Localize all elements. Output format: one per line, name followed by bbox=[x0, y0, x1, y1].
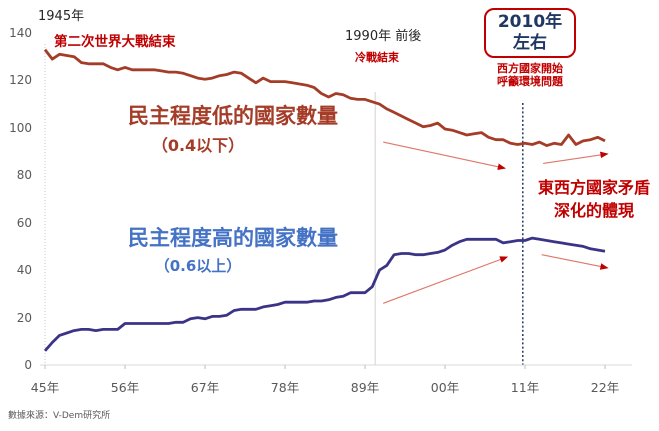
y-tick-label: 120 bbox=[9, 73, 32, 88]
annotation-1945: 1945年 bbox=[38, 9, 85, 24]
low-democracy-series-threshold: （0.4以下） bbox=[151, 136, 245, 155]
y-tick-label: 0 bbox=[24, 358, 32, 372]
x-tick-label: 78年 bbox=[270, 380, 300, 395]
annotation-2010-box: 2010年 左右 bbox=[484, 8, 576, 59]
y-tick-label: 60 bbox=[16, 215, 32, 230]
y-tick-label: 80 bbox=[16, 168, 32, 183]
y-tick-label: 20 bbox=[16, 310, 32, 325]
trend-arrows bbox=[383, 141, 609, 304]
y-tick-label: 40 bbox=[16, 263, 32, 278]
high-democracy-series-threshold: （0.6以上） bbox=[154, 257, 242, 275]
y-tick-label: 100 bbox=[9, 120, 32, 135]
annotation-west-environment-line1: 西方國家開始 bbox=[497, 62, 563, 75]
annotation-ww2-end: 第二次世界大戰結束 bbox=[54, 34, 176, 50]
annotation-2010-line2: 左右 bbox=[513, 32, 547, 53]
red-post2010-trend-arrow bbox=[543, 151, 609, 164]
annotation-west-environment: 西方國家開始 呼籲環境問題 bbox=[478, 62, 582, 88]
y-tick-label: 140 bbox=[9, 26, 32, 40]
blue-post2010-trend-arrow bbox=[541, 254, 609, 270]
annotation-west-environment-line2: 呼籲環境問題 bbox=[497, 75, 563, 89]
data-source-caption: 數據來源：V-Dem研究所 bbox=[8, 411, 111, 421]
annotation-2010-line1: 2010年 bbox=[497, 12, 563, 32]
x-tick-label: 67年 bbox=[190, 380, 220, 395]
high-democracy-series-label: 民主程度高的國家數量 bbox=[128, 226, 338, 250]
annotation-eastwest-line2: 深化的體現 bbox=[553, 200, 634, 220]
low-democracy-series-line bbox=[43, 48, 606, 148]
blue-pre2010-trend-arrow bbox=[383, 256, 509, 304]
annotation-eastwest-conflict: 東西方國家矛盾 深化的體現 bbox=[512, 177, 659, 222]
event-vertical-lines bbox=[44, 44, 524, 365]
high-democracy-series-line bbox=[43, 236, 606, 352]
x-tick-label: 56年 bbox=[110, 380, 140, 395]
x-tick-label: 45年 bbox=[30, 380, 60, 395]
x-axis-tick-marks bbox=[44, 365, 606, 369]
x-tick-label: 00年 bbox=[430, 380, 460, 395]
annotation-coldwar-end: 冷戰結束 bbox=[355, 51, 399, 64]
annotation-1990: 1990年 前後 bbox=[345, 29, 422, 44]
low-democracy-series-label: 民主程度低的國家數量 bbox=[128, 104, 338, 128]
x-tick-label: 89年 bbox=[350, 380, 380, 395]
annotation-eastwest-line1: 東西方國家矛盾 bbox=[537, 178, 650, 197]
x-tick-label: 11年 bbox=[510, 380, 540, 395]
red-pre2010-trend-arrow bbox=[383, 141, 506, 170]
x-tick-label: 22年 bbox=[590, 380, 620, 395]
